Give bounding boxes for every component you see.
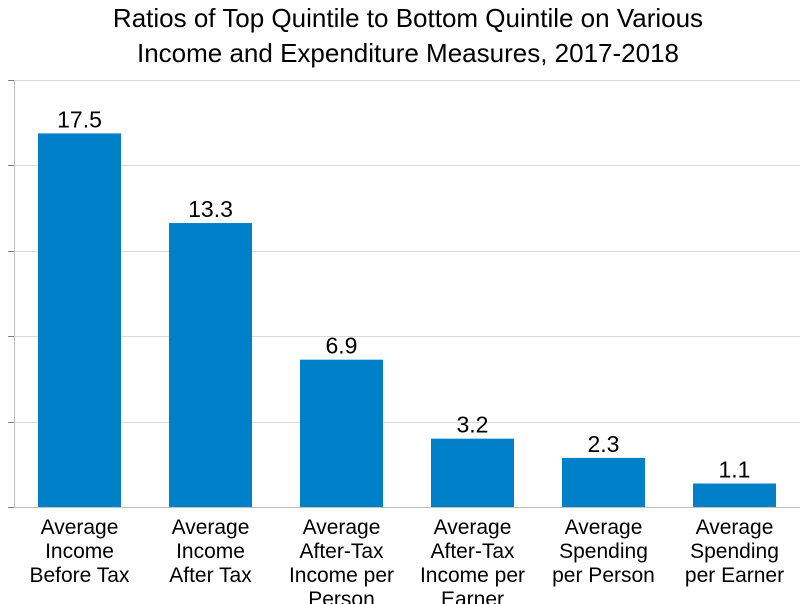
data-label: 17.5 bbox=[57, 106, 102, 132]
category-label-line: Earner bbox=[441, 588, 504, 604]
category-label: Average Income Before Tax bbox=[29, 516, 130, 587]
chart-title-line-2: Income and Expenditure Measures, 2017-20… bbox=[137, 38, 679, 68]
bars bbox=[38, 133, 776, 508]
chart-title: Ratios of Top Quintile to Bottom Quintil… bbox=[113, 3, 703, 68]
category-label-line: Spending bbox=[690, 540, 779, 563]
data-label: 13.3 bbox=[188, 196, 233, 222]
gridlines bbox=[14, 80, 800, 508]
y-axis-ticks bbox=[8, 80, 14, 508]
category-label-line: After-Tax bbox=[299, 540, 384, 563]
category-label-line: Average bbox=[434, 516, 512, 539]
category-label-line: Average bbox=[303, 516, 381, 539]
category-label-line: Average bbox=[172, 516, 250, 539]
category-label-line: Income per bbox=[289, 564, 394, 587]
category-label-line: Average bbox=[696, 516, 774, 539]
bar bbox=[431, 438, 514, 507]
category-label-line: After Tax bbox=[169, 564, 252, 587]
bar bbox=[562, 457, 645, 507]
category-label-line: Average bbox=[565, 516, 643, 539]
category-label-line: Income per bbox=[420, 564, 525, 587]
category-label: Average After-Tax Income per Person bbox=[289, 516, 394, 604]
chart-title-line-1: Ratios of Top Quintile to Bottom Quintil… bbox=[113, 3, 703, 33]
data-label: 3.2 bbox=[457, 412, 489, 438]
data-label: 2.3 bbox=[588, 431, 620, 457]
category-label-line: Income bbox=[45, 540, 114, 563]
category-label-line: Spending bbox=[559, 540, 648, 563]
category-label-line: Person bbox=[308, 588, 375, 604]
bar bbox=[38, 133, 121, 507]
category-label-line: Average bbox=[41, 516, 119, 539]
data-label: 1.1 bbox=[719, 457, 751, 483]
category-label-line: Income bbox=[176, 540, 245, 563]
data-labels: 17.5 13.3 6.9 3.2 2.3 1.1 bbox=[57, 106, 750, 482]
category-label: Average Income After Tax bbox=[169, 516, 252, 587]
category-label-line: After-Tax bbox=[430, 540, 515, 563]
category-label: Average Spending per Person bbox=[552, 516, 655, 587]
category-label-line: Before Tax bbox=[29, 564, 130, 587]
bar bbox=[169, 223, 252, 508]
bar bbox=[300, 359, 383, 507]
category-label-line: per Person bbox=[552, 564, 655, 587]
category-label-line: per Earner bbox=[685, 564, 784, 587]
bar bbox=[693, 483, 776, 507]
category-label: Average After-Tax Income per Earner bbox=[420, 516, 525, 604]
category-label: Average Spending per Earner bbox=[685, 516, 784, 587]
data-label: 6.9 bbox=[326, 333, 358, 359]
